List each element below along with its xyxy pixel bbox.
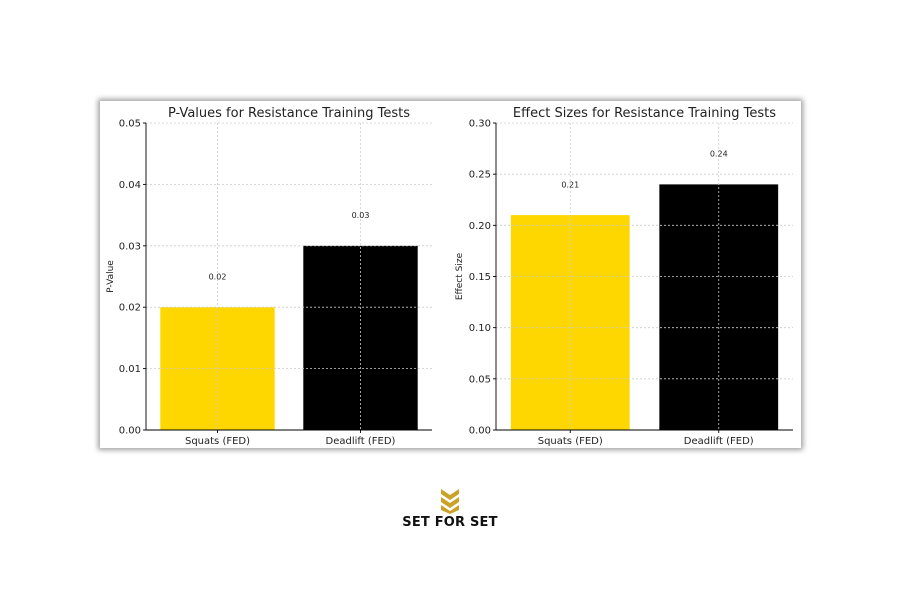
x-tick-label: Deadlift (FED) xyxy=(326,436,396,447)
chevron-logo-icon xyxy=(441,489,459,514)
chart-figure: 0.00 0.01 0.02 0.03 0.04 0.05 Squats (FED) Dead… xyxy=(100,101,801,448)
x-tick-label: Squats (FED) xyxy=(538,436,603,447)
y-tick-label: 0.05 xyxy=(119,119,141,130)
y-tick-label: 0.10 xyxy=(469,323,491,334)
brand-name: SET FOR SET xyxy=(402,515,498,530)
y-axis-label: Effect Size xyxy=(455,252,465,300)
chart-1: 0.00 0.01 0.02 0.03 0.04 0.05 Squats (FED) Dead… xyxy=(106,106,432,447)
y-tick-label: 0.20 xyxy=(469,221,491,232)
y-tick-label: 0.30 xyxy=(469,119,491,130)
chart-2: 0.00 0.05 0.10 0.15 0.20 0.25 0.30 Squats (FED)… xyxy=(455,106,793,447)
y-tick-label: 0.01 xyxy=(119,364,141,375)
y-tick-label: 0.05 xyxy=(469,374,491,385)
y-tick-label: 0.15 xyxy=(469,272,491,283)
y-tick-label: 0.02 xyxy=(119,303,141,314)
bar-value-label: 0.02 xyxy=(209,273,227,282)
bar-value-label: 0.03 xyxy=(352,211,370,220)
brand-logo: SET FOR SET xyxy=(380,488,520,540)
y-axis-label: P-Value xyxy=(106,260,116,293)
bar-2 xyxy=(303,245,418,430)
y-tick-label: 0.00 xyxy=(469,426,491,437)
bar-1 xyxy=(510,215,630,430)
y-tick-label: 0.04 xyxy=(119,180,141,191)
x-tick-label: Deadlift (FED) xyxy=(684,436,754,447)
y-tick-label: 0.03 xyxy=(119,241,141,252)
bar-value-label: 0.24 xyxy=(710,150,728,159)
y-tick-label: 0.25 xyxy=(469,170,491,181)
chart-title: P-Values for Resistance Training Tests xyxy=(168,106,410,121)
x-tick-label: Squats (FED) xyxy=(185,436,250,447)
chart-title: Effect Sizes for Resistance Training Tes… xyxy=(513,106,776,121)
bar-value-label: 0.21 xyxy=(561,180,579,189)
y-tick-label: 0.00 xyxy=(119,426,141,437)
charts-canvas: 0.00 0.01 0.02 0.03 0.04 0.05 Squats (FED) Dead… xyxy=(106,106,793,447)
